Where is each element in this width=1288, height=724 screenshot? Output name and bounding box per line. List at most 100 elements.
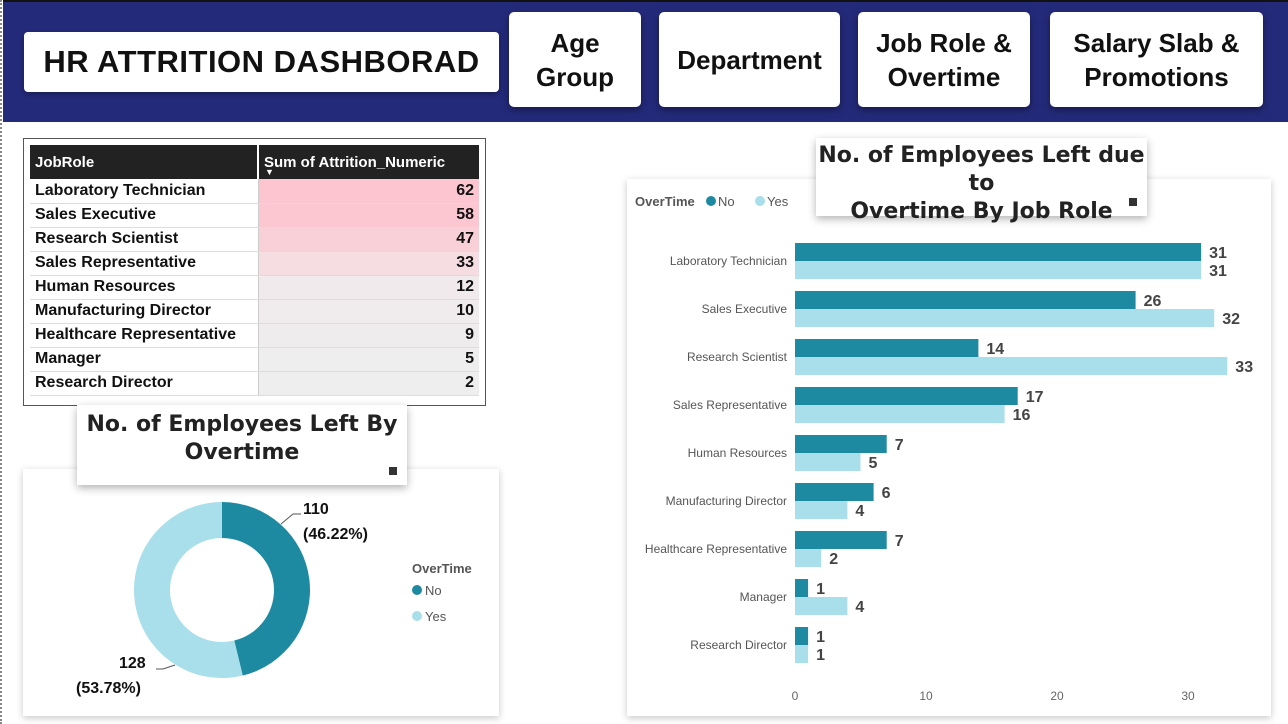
attrition-value-cell: 12 [257, 275, 479, 300]
bar-no[interactable] [795, 243, 1202, 261]
attrition-value-cell: 58 [257, 203, 479, 228]
bar-value-label: 4 [855, 503, 864, 520]
bar-no[interactable] [795, 339, 979, 357]
table-row[interactable]: Sales Representative 33 [30, 251, 479, 276]
bar-value-label: 4 [855, 599, 864, 616]
table-row[interactable]: Healthcare Representative 9 [30, 323, 479, 348]
x-tick-label: 30 [1181, 689, 1195, 703]
legend-label[interactable]: Yes [767, 194, 789, 209]
jobrole-cell: Sales Executive [30, 203, 258, 228]
attrition-value-cell: 47 [257, 227, 479, 252]
category-label: Sales Representative [673, 398, 787, 412]
legend-marker-yes[interactable] [412, 611, 422, 621]
column-header-jobrole[interactable]: JobRole [30, 145, 258, 179]
category-label: Research Scientist [687, 350, 788, 364]
bar-value-label: 1 [816, 647, 825, 664]
legend-title: OverTime [412, 561, 472, 576]
nav-label: Salary Slab & [1073, 27, 1240, 58]
bar-yes[interactable] [795, 645, 809, 663]
table-row[interactable]: Human Resources 12 [30, 275, 479, 300]
bar-no[interactable] [795, 387, 1018, 405]
sort-desc-icon[interactable]: ▼ [265, 167, 274, 177]
attrition-value-cell: 62 [257, 179, 479, 204]
bar-value-label: 7 [895, 533, 904, 550]
jobrole-cell: Human Resources [30, 275, 258, 300]
jobrole-cell: Research Director [30, 371, 258, 396]
legend-marker-no[interactable] [706, 196, 716, 206]
bar-yes[interactable] [795, 549, 822, 567]
bar-title-line: No. of Employees Left due to [818, 143, 1145, 196]
bar-no[interactable] [795, 291, 1136, 309]
bar-value-label: 1 [816, 629, 825, 646]
category-label: Manufacturing Director [666, 494, 787, 508]
legend-label[interactable]: No [718, 194, 735, 209]
bar-value-label: 32 [1222, 311, 1240, 328]
donut-chart-title: No. of Employees Left By Overtime [77, 405, 407, 485]
bar-yes[interactable] [795, 261, 1202, 279]
bar-title-line: Overtime By Job Role [850, 199, 1113, 224]
table-row[interactable]: Research Scientist 47 [30, 227, 479, 252]
more-options-icon[interactable] [1129, 198, 1137, 206]
nav-button-age-group[interactable]: Age Group [509, 12, 641, 107]
bar-no[interactable] [795, 531, 887, 549]
donut-slice-no[interactable] [222, 502, 311, 676]
legend-marker-no[interactable] [412, 585, 422, 595]
bar-no[interactable] [795, 627, 809, 645]
attrition-value-cell: 33 [257, 251, 479, 276]
column-header-attrition[interactable]: Sum of Attrition_Numeric ▼ [257, 145, 479, 179]
nav-button-salary-slab-promotions[interactable]: Salary Slab & Promotions [1050, 12, 1263, 107]
nav-label: Department [677, 44, 822, 75]
donut-legend: OverTime No Yes [412, 561, 472, 624]
donut-slice-yes[interactable] [134, 502, 243, 678]
bar-yes[interactable] [795, 357, 1228, 375]
bar-yes[interactable] [795, 309, 1215, 327]
nav-label: Promotions [1084, 61, 1229, 92]
bar-value-label: 7 [895, 437, 904, 454]
page-border [0, 0, 3, 724]
jobrole-cell: Laboratory Technician [30, 179, 258, 204]
attrition-value-cell: 2 [257, 371, 479, 396]
nav-label: Group [536, 61, 614, 92]
legend-label[interactable]: No [425, 583, 442, 598]
bar-yes[interactable] [795, 405, 1005, 423]
donut-title-line: Overtime [184, 440, 300, 465]
legend-marker-yes[interactable] [755, 196, 765, 206]
attrition-table: JobRole Sum of Attrition_Numeric ▼ Labora… [23, 138, 486, 406]
nav-button-department[interactable]: Department [659, 12, 840, 107]
category-label: Healthcare Representative [645, 542, 787, 556]
bar-no[interactable] [795, 579, 809, 597]
table-row[interactable]: Manager 5 [30, 347, 479, 372]
bar-value-label: 31 [1209, 245, 1227, 262]
data-label: 110 [303, 501, 329, 518]
data-label: 128 [119, 655, 146, 672]
jobrole-cell: Manager [30, 347, 258, 372]
bar-chart-title: No. of Employees Left due to Overtime By… [816, 138, 1147, 224]
bar-yes[interactable] [795, 597, 848, 615]
table-row[interactable]: Research Director 2 [30, 371, 479, 396]
donut-card: 110 (46.22%) 128 (53.78%) OverTime No Yes [23, 469, 499, 716]
attrition-value-cell: 9 [257, 323, 479, 348]
x-tick-label: 20 [1050, 689, 1064, 703]
category-label: Laboratory Technician [670, 254, 787, 268]
bar-value-label: 26 [1144, 293, 1162, 310]
table-row[interactable]: Manufacturing Director 10 [30, 299, 479, 324]
donut-labels: 110 (46.22%) 128 (53.78%) [76, 501, 368, 697]
bar-yes[interactable] [795, 501, 848, 519]
bar-value-label: 31 [1209, 263, 1227, 280]
nav-button-job-role-overtime[interactable]: Job Role & Overtime [858, 12, 1030, 107]
data-label: (46.22%) [303, 526, 368, 543]
bar-yes[interactable] [795, 453, 861, 471]
table-row[interactable]: Sales Executive 58 [30, 203, 479, 228]
column-header-label: Sum of Attrition_Numeric [264, 153, 446, 171]
header-bar: HR ATTRITION DASHBORAD Age Group Departme… [3, 0, 1288, 122]
more-options-icon[interactable] [389, 467, 397, 475]
leader-line [156, 664, 176, 670]
category-label: Sales Executive [702, 302, 788, 316]
legend-label[interactable]: Yes [425, 609, 447, 624]
bar-no[interactable] [795, 483, 874, 501]
bar-no[interactable] [795, 435, 887, 453]
table-row[interactable]: Laboratory Technician 62 [30, 179, 479, 204]
bar-card: OverTime No Yes Laboratory Technician 31 31 Sa… [627, 179, 1271, 716]
category-label: Human Resources [688, 446, 787, 460]
